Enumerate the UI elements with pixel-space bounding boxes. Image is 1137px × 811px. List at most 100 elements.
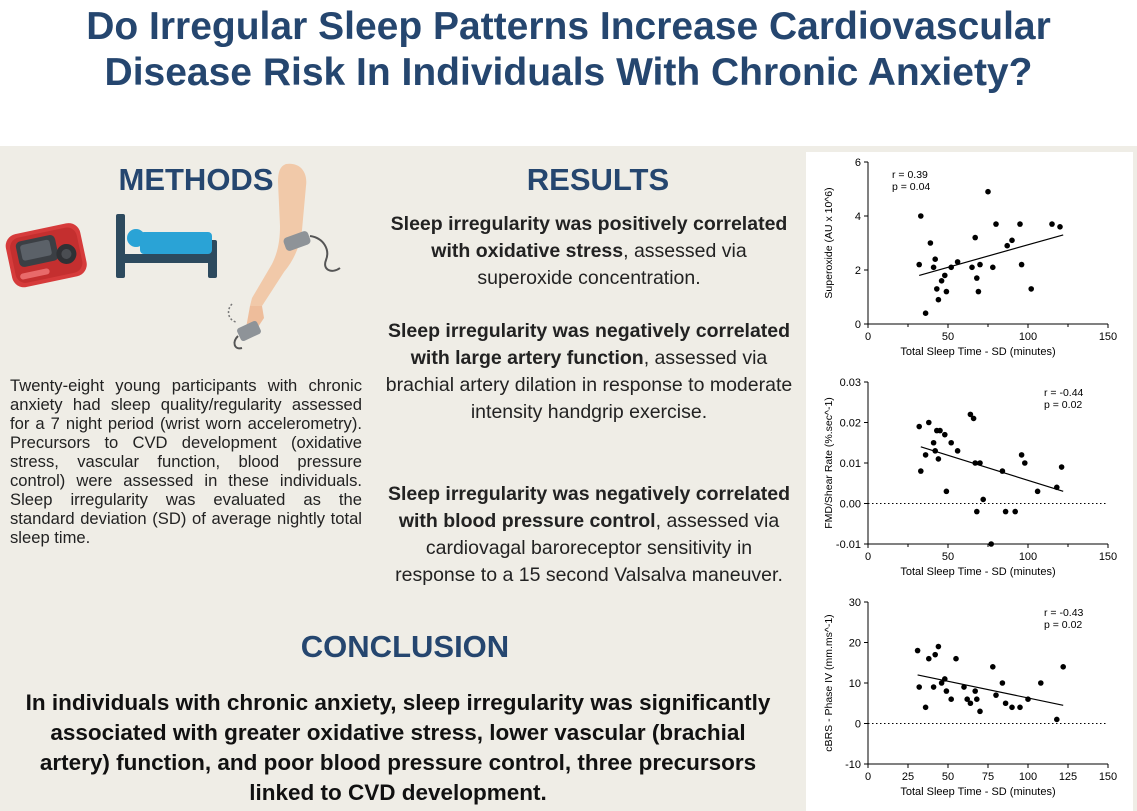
data-point: [948, 696, 954, 702]
data-point: [935, 296, 942, 303]
data-point: [1012, 508, 1018, 515]
data-point: [972, 234, 978, 241]
x-tick-label: 100: [1019, 331, 1037, 343]
data-point: [980, 496, 986, 503]
x-tick-label: 125: [1059, 771, 1077, 783]
data-point: [967, 700, 974, 707]
data-point: [974, 508, 980, 515]
x-tick-label: 100: [1019, 771, 1037, 783]
result-bold: Sleep irregularity was negatively correl…: [387, 483, 791, 532]
data-point: [938, 278, 945, 284]
result-bold: Sleep irregularity was negatively correl…: [387, 320, 791, 369]
results-heading: RESULTS: [526, 162, 670, 197]
x-tick-label: 25: [902, 771, 914, 783]
methods-text: Twenty-eight young participants with chr…: [10, 376, 362, 547]
chart-fmd-shear: -0.01 0.00 0.01 0.02 0.03 0 50 100 150 r = -0.44p…: [823, 377, 1117, 578]
regression-line: [920, 446, 1064, 492]
x-tick-label: 50: [942, 771, 954, 783]
x-tick-label: 150: [1099, 551, 1117, 563]
data-point: [954, 259, 961, 265]
data-point: [972, 688, 978, 694]
data-point: [974, 696, 980, 702]
data-point: [1054, 484, 1060, 491]
data-point: [916, 684, 922, 690]
blood-pressure-monitor-icon: [5, 223, 87, 288]
data-point: [985, 188, 991, 195]
data-point: [1057, 224, 1063, 230]
regression-line: [919, 234, 1064, 276]
annotation-text: r = -0.44: [1044, 387, 1084, 399]
data-point: [988, 541, 994, 547]
data-point: [932, 651, 938, 658]
data-point: [990, 264, 996, 271]
poster-title: Do Irregular Sleep Patterns Increase Car…: [0, 4, 1137, 96]
data-point: [1025, 696, 1031, 702]
x-tick-label: 0: [865, 331, 871, 343]
data-point: [1009, 704, 1015, 711]
x-axis-label: Total Sleep Time - SD (minutes): [900, 566, 1055, 578]
y-tick-label: 10: [849, 678, 861, 690]
data-point: [938, 680, 945, 686]
data-point: [993, 692, 999, 698]
data-point: [999, 680, 1006, 686]
x-tick-label: 100: [1019, 551, 1037, 563]
data-point: [1054, 716, 1060, 723]
x-tick-label: 150: [1099, 771, 1117, 783]
data-point: [1002, 700, 1009, 707]
data-point: [943, 688, 950, 694]
data-point: [1002, 508, 1009, 515]
y-axis-label: cBRS - Phase IV (mm.ms^-1): [823, 614, 835, 751]
data-point: [964, 696, 970, 702]
hospital-bed-icon: [116, 214, 217, 278]
y-tick-label: 20: [849, 638, 861, 650]
data-point: [942, 431, 948, 438]
annotation-text: p = 0.04: [892, 181, 930, 193]
y-tick-label: -10: [845, 759, 861, 771]
data-point: [930, 264, 937, 271]
data-point: [993, 221, 999, 227]
title-line-1: Do Irregular Sleep Patterns Increase Car…: [86, 5, 1051, 48]
data-point: [1060, 664, 1066, 670]
y-tick-label: 6: [855, 157, 861, 169]
arm-blood-draw-icon: [227, 163, 341, 350]
x-tick-label: 75: [982, 771, 994, 783]
data-point: [990, 664, 996, 670]
data-point: [974, 275, 980, 281]
y-tick-label: 4: [855, 211, 861, 223]
data-point: [1034, 488, 1041, 495]
data-point: [975, 288, 982, 295]
x-axis-label: Total Sleep Time - SD (minutes): [900, 346, 1055, 358]
data-point: [972, 460, 978, 466]
chart-cbrs: -10 0 10 20 30 0 25 50 75 100 125 150 r = -0.43p = 0…: [823, 597, 1117, 798]
x-tick-label: 0: [865, 771, 871, 783]
data-point: [922, 704, 929, 711]
y-axis-label: Superoxide (AU x 10^6): [823, 187, 835, 298]
data-point: [1017, 221, 1023, 227]
title-line-2: Disease Risk In Individuals With Chronic…: [104, 51, 1033, 94]
data-point: [1022, 460, 1028, 466]
result-bold: Sleep irregularity was positively correl…: [390, 213, 788, 262]
result-rest: , assessed via superoxide concentration.: [477, 240, 747, 289]
data-point: [967, 411, 974, 418]
data-point: [1018, 261, 1025, 268]
annotation-text: r = -0.43: [1044, 607, 1084, 619]
result-rest: , assessed via cardiovagal baroreceptor …: [395, 510, 783, 586]
data-point: [926, 655, 932, 662]
data-point: [932, 256, 938, 262]
y-tick-label: 0.03: [840, 377, 861, 389]
data-point: [977, 261, 983, 268]
data-point: [918, 213, 924, 219]
data-point: [916, 423, 922, 430]
data-point: [954, 448, 961, 454]
regression-line: [917, 674, 1064, 706]
methods-heading: METHODS: [118, 162, 274, 197]
annotation-text: r = 0.39: [892, 169, 928, 181]
data-point: [914, 647, 921, 654]
y-tick-label: 0: [855, 319, 861, 331]
y-tick-label: -0.01: [836, 539, 861, 551]
data-point: [969, 264, 975, 271]
data-point: [927, 240, 934, 246]
data-point: [1028, 286, 1034, 292]
chart-superoxide: 0 2 4 6 0 50 100 150 r = 0.39p = 0.04 Total Sleep…: [823, 157, 1117, 358]
annotation-text: p = 0.02: [1044, 399, 1082, 411]
